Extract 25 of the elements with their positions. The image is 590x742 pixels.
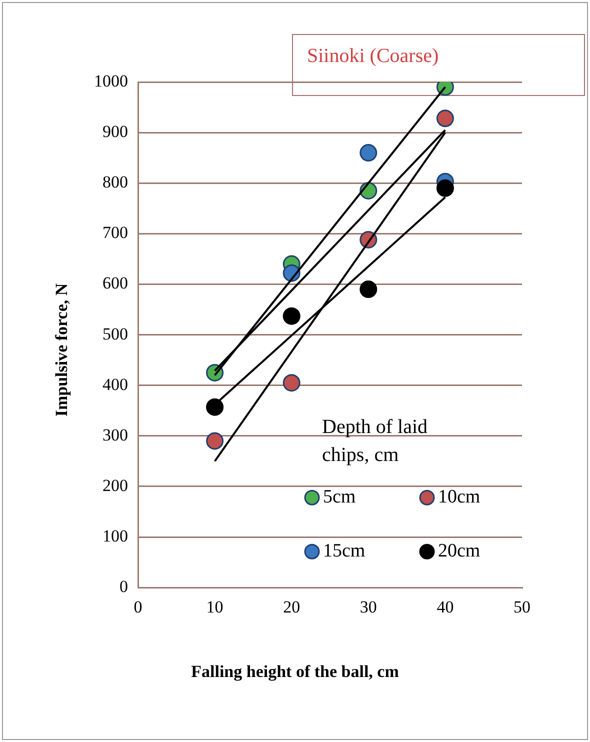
x-axis-title: Falling height of the ball, cm xyxy=(190,662,400,682)
y-tick-label: 300 xyxy=(102,425,128,444)
chart-title: Siinoki (Coarse) xyxy=(292,34,585,96)
y-axis-title: Impulsive force, N xyxy=(52,283,72,417)
y-tick-label: 600 xyxy=(102,274,128,293)
y-tick-label: 400 xyxy=(102,374,128,394)
y-tick-label: 1000 xyxy=(94,71,128,90)
y-tick-label: 700 xyxy=(102,223,128,242)
y-tick-label: 100 xyxy=(102,526,128,546)
y-tick-label: 500 xyxy=(102,324,128,344)
legend-label: 10cm xyxy=(438,486,480,508)
legend-label: 15cm xyxy=(323,540,366,562)
x-tick-label: 10 xyxy=(206,597,224,616)
y-tick-label: 900 xyxy=(102,122,128,142)
y-tick-label: 800 xyxy=(102,172,128,192)
legend-label: 20cm xyxy=(438,540,480,562)
y-tick-label: 200 xyxy=(102,476,128,495)
x-tick-label: 40 xyxy=(436,597,454,616)
x-tick-label: 50 xyxy=(514,597,530,616)
legend-title: Depth of laid chips, cm xyxy=(322,416,428,466)
y-tick-label: 0 xyxy=(120,577,128,596)
x-tick-label: 0 xyxy=(134,597,142,616)
legend-label: 5cm xyxy=(323,486,356,508)
x-tick-label: 20 xyxy=(283,597,300,616)
x-tick-label: 30 xyxy=(360,597,377,616)
